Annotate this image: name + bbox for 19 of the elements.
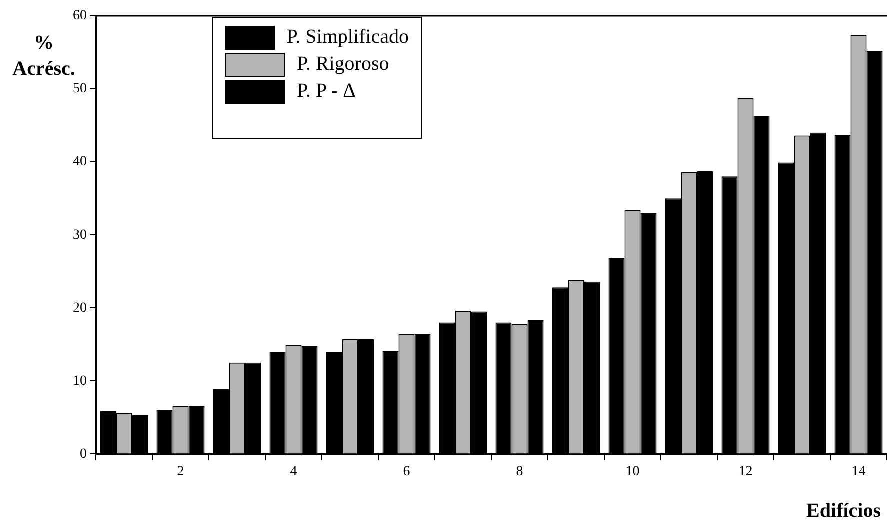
x-tick-label: 12 bbox=[738, 464, 753, 480]
x-tick-label: 4 bbox=[290, 464, 298, 480]
y-tick-label: 10 bbox=[73, 374, 87, 389]
x-tick-label: 10 bbox=[626, 464, 640, 480]
legend-label: P. P - Δ bbox=[297, 80, 356, 103]
y-tick-label: 20 bbox=[73, 300, 87, 316]
x-tick-label: 2 bbox=[177, 464, 184, 480]
y-tick-label: 60 bbox=[73, 8, 87, 24]
y-tick-label: 50 bbox=[73, 82, 87, 97]
legend-label: P. Simplificado bbox=[286, 26, 409, 49]
legend-label: P. Rigoroso bbox=[297, 53, 390, 76]
x-tick-label: 6 bbox=[403, 464, 410, 480]
y-axis-title: % Acrésc. bbox=[12, 31, 76, 82]
x-tick-label: 8 bbox=[516, 464, 524, 480]
y-tick-label: 30 bbox=[73, 228, 87, 243]
y-tick-label: 40 bbox=[73, 154, 87, 170]
x-axis-title: Edifícios bbox=[806, 500, 881, 523]
x-tick-label: 14 bbox=[852, 464, 866, 480]
y-tick-label: 0 bbox=[80, 446, 87, 462]
